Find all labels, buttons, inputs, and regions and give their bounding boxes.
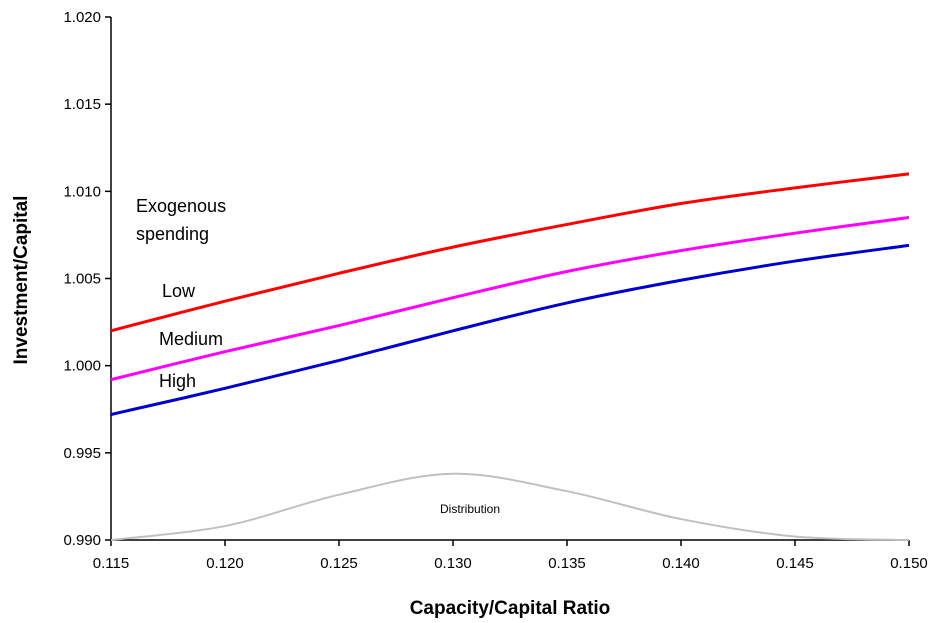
y-tick-label: 1.005	[63, 271, 101, 288]
y-tick-label: 1.015	[63, 96, 101, 113]
x-axis-title: Capacity/Capital Ratio	[410, 598, 611, 619]
annotation-high: High	[159, 371, 196, 391]
annotation-distribution: Distribution	[440, 502, 500, 516]
x-tick-label: 0.120	[206, 555, 244, 572]
y-tick-label: 0.995	[63, 445, 101, 462]
annotation-low: Low	[162, 281, 196, 301]
series-line-high	[110, 243, 910, 416]
series-line-low	[110, 172, 910, 333]
series-line-distribution	[110, 472, 910, 541]
x-tick-label: 0.125	[320, 555, 358, 572]
y-tick-label: 1.010	[63, 183, 101, 200]
series-line-medium	[110, 215, 910, 382]
y-axis-title: Investment/Capital	[11, 196, 32, 365]
x-tick-label: 0.115	[93, 555, 129, 572]
y-axis: 0.990 0.995 1.000 1.005 1.010 1.015 1.020	[63, 9, 112, 549]
y-tick-label: 1.000	[63, 358, 101, 375]
annotation-exogenous: Exogenous	[136, 196, 226, 216]
annotation-medium: Medium	[159, 329, 223, 349]
annotation-spending: spending	[136, 224, 209, 244]
x-tick-label: 0.150	[890, 555, 928, 572]
x-tick-label: 0.135	[548, 555, 586, 572]
x-tick-label: 0.145	[776, 555, 814, 572]
x-tick-label: 0.140	[662, 555, 700, 572]
y-tick-label: 1.020	[63, 9, 101, 26]
series-layer	[110, 172, 910, 541]
y-tick-label: 0.990	[63, 532, 101, 549]
x-tick-label: 0.130	[434, 555, 472, 572]
x-axis: 0.115 0.120 0.125 0.130 0.135 0.140 0.145 0.150	[93, 539, 928, 572]
